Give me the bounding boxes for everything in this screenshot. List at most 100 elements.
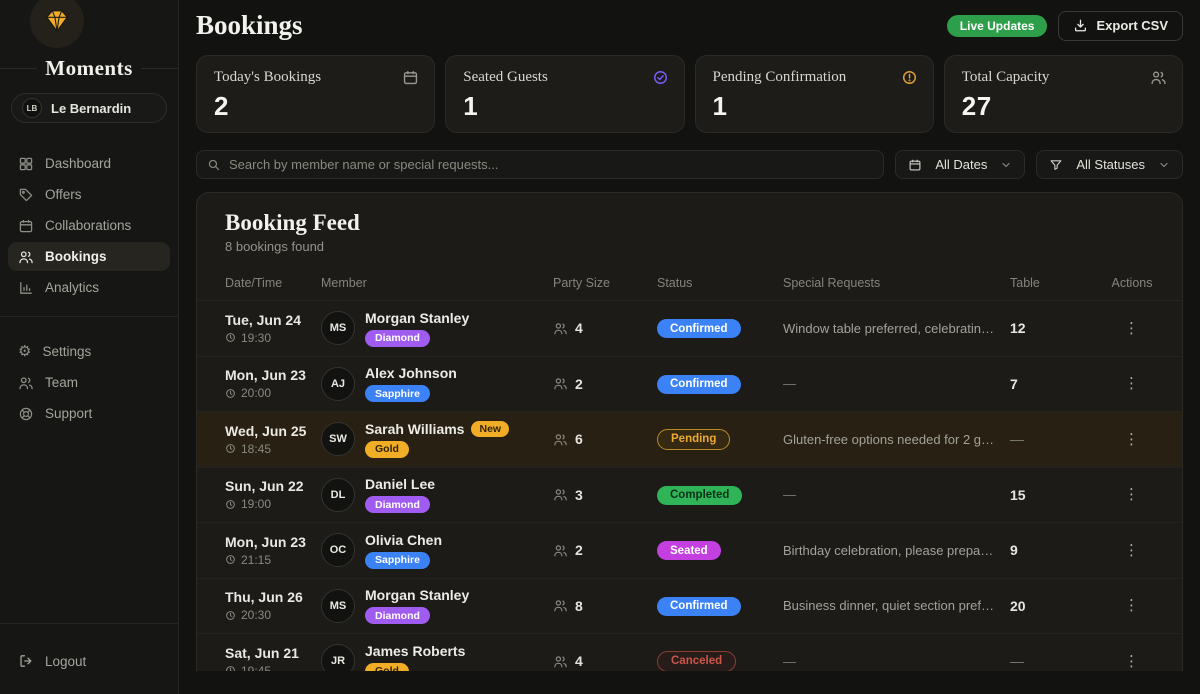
logout-icon	[20, 655, 32, 667]
row-actions-button[interactable]: ⋮	[1124, 486, 1140, 504]
special-requests: Birthday celebration, please prepare som…	[783, 542, 1010, 558]
sidebar-item-label: Dashboard	[45, 156, 112, 171]
tag-icon	[19, 188, 33, 201]
party-size: 4	[575, 320, 583, 337]
status-badge: Confirmed	[657, 319, 741, 338]
table-number: —	[1010, 653, 1024, 670]
app-title: Moments	[45, 56, 133, 80]
chevron-down-icon	[1002, 162, 1010, 167]
member-name: Morgan Stanley	[365, 309, 470, 326]
sidebar-item-dashboard[interactable]: Dashboard	[8, 149, 170, 178]
row-actions-button[interactable]: ⋮	[1124, 430, 1140, 448]
stat-value: 27	[961, 91, 992, 121]
venue-name: Le Bernardin	[51, 100, 132, 116]
sidebar-item-support[interactable]: Support	[8, 399, 170, 428]
sidebar-item-label: Offers	[45, 187, 82, 202]
booking-date: Sat, Jun 21	[225, 644, 299, 661]
row-actions-button[interactable]: ⋮	[1124, 541, 1140, 559]
lifebuoy-icon	[19, 407, 33, 420]
sidebar-item-collaborations[interactable]: Collaborations	[8, 211, 170, 240]
sidebar-divider-bottom	[0, 623, 178, 624]
users-icon	[554, 600, 567, 612]
member-avatar: DL	[321, 477, 355, 512]
gear-icon: ⚙	[18, 343, 32, 360]
filter-icon	[1050, 159, 1062, 170]
tier-badge: Sapphire	[365, 551, 430, 569]
booking-date: Wed, Jun 25	[225, 422, 307, 439]
sidebar-item-bookings[interactable]: Bookings	[8, 242, 170, 271]
users-icon	[554, 322, 567, 335]
booking-date: Thu, Jun 26	[225, 589, 303, 606]
sidebar-item-label: Bookings	[45, 249, 107, 264]
venue-selector[interactable]: LB Le Bernardin	[11, 93, 167, 123]
sidebar-item-team[interactable]: Team	[8, 368, 170, 397]
col-member: Member	[321, 275, 367, 290]
tier-badge: Gold	[365, 440, 409, 458]
users-icon	[554, 378, 567, 390]
tier-badge: Diamond	[365, 496, 430, 514]
status-badge: Confirmed	[657, 374, 741, 394]
search-input[interactable]	[229, 157, 874, 172]
booking-date: Mon, Jun 23	[225, 533, 306, 550]
table-row[interactable]: Sat, Jun 21 19:45 JR James Roberts Gold	[197, 634, 1182, 671]
member-name: Sarah Williams	[365, 420, 465, 437]
member-avatar: MS	[321, 588, 355, 623]
export-csv-button[interactable]: Export CSV	[1058, 10, 1183, 41]
date-filter-dropdown[interactable]: All Dates	[895, 150, 1026, 179]
status-filter-dropdown[interactable]: All Statuses	[1036, 150, 1183, 179]
col-actions: Actions	[1111, 275, 1153, 290]
row-actions-button[interactable]: ⋮	[1124, 652, 1140, 670]
table-row[interactable]: Sun, Jun 22 19:00 DL Daniel Lee Diamond	[197, 468, 1182, 523]
brand-rule-left	[0, 68, 38, 69]
users-icon	[19, 250, 33, 263]
table-row[interactable]: Wed, Jun 25 18:45 SW Sarah Williams New …	[197, 412, 1182, 468]
logout-button[interactable]: Logout	[8, 646, 170, 676]
special-requests: —	[783, 653, 796, 669]
status-badge: Completed	[657, 485, 743, 505]
special-requests: Gluten-free options needed for 2 guests	[783, 431, 1010, 447]
stat-value: 2	[214, 91, 229, 121]
sidebar-item-label: Analytics	[45, 280, 100, 295]
booking-time: 20:00	[241, 386, 272, 401]
stat-label: Total Capacity	[961, 69, 1050, 85]
member-name: James Roberts	[365, 642, 466, 659]
gem-icon	[46, 10, 68, 32]
dashboard-icon	[19, 157, 33, 170]
member-avatar: SW	[321, 422, 355, 457]
sidebar-item-settings[interactable]: ⚙ Settings	[8, 337, 170, 366]
sidebar-divider	[0, 316, 178, 317]
booking-time: 19:00	[241, 497, 272, 512]
export-csv-label: Export CSV	[1096, 18, 1168, 33]
booking-time: 20:30	[241, 608, 272, 623]
chart-icon	[20, 281, 32, 294]
clock-icon	[226, 610, 235, 620]
row-actions-button[interactable]: ⋮	[1124, 597, 1140, 615]
table-row[interactable]: Thu, Jun 26 20:30 MS Morgan Stanley Diam…	[197, 579, 1182, 634]
booking-date: Tue, Jun 24	[225, 311, 301, 328]
stat-card-total-capacity: Total Capacity 27	[943, 55, 1183, 133]
status-badge: Seated	[657, 541, 721, 560]
sidebar-item-label: Settings	[42, 344, 92, 359]
calendar-icon	[404, 71, 418, 85]
clock-icon	[226, 333, 235, 343]
calendar-icon	[19, 219, 33, 232]
member-avatar: AJ	[321, 366, 355, 401]
date-filter-value: All Dates	[935, 157, 988, 172]
sidebar-item-offers[interactable]: Offers	[8, 180, 170, 209]
table-row[interactable]: Mon, Jun 23 21:15 OC Olivia Chen Sapphir…	[197, 523, 1182, 579]
table-header: Date/Time Member Party Size Status Speci…	[197, 265, 1182, 301]
table-number: 20	[1010, 597, 1026, 614]
tier-badge: Sapphire	[365, 385, 430, 403]
sidebar-item-analytics[interactable]: Analytics	[8, 273, 170, 302]
table-number: —	[1010, 431, 1024, 448]
row-actions-button[interactable]: ⋮	[1124, 319, 1140, 337]
stat-label: Today's Bookings	[214, 69, 322, 85]
check-circle-icon	[653, 70, 667, 85]
member-avatar: MS	[321, 311, 355, 346]
stat-card-seated-guests: Seated Guests 1	[445, 55, 685, 133]
table-row[interactable]: Mon, Jun 23 20:00 AJ Alex Johnson Sapphi…	[197, 357, 1182, 412]
row-actions-button[interactable]: ⋮	[1124, 375, 1140, 393]
search-icon	[208, 159, 220, 170]
users-icon	[554, 433, 567, 446]
table-row[interactable]: Tue, Jun 24 19:30 MS Morgan Stanley Diam…	[197, 301, 1182, 357]
